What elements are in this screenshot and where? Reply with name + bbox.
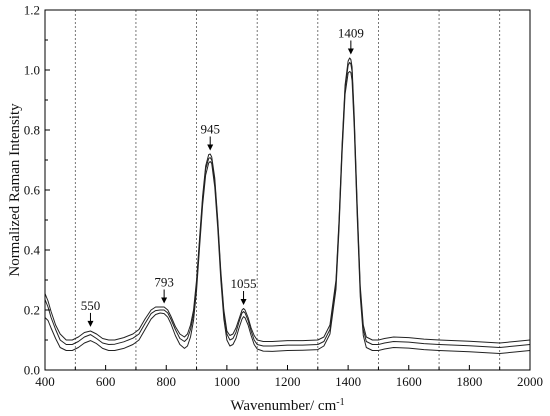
peak-arrow-head-945 (207, 144, 214, 151)
x-tick-label-1600: 1600 (396, 374, 422, 389)
peak-label-1055: 1055 (231, 276, 257, 291)
vertical-gridlines (74, 10, 501, 370)
peak-arrow-head-1409 (347, 48, 354, 55)
x-axis-title: Wavenumber/ cm-1 (230, 397, 344, 415)
y-tick-label-1: 0.2 (24, 303, 40, 318)
x-tick-label-1400: 1400 (335, 374, 361, 389)
peak-annotation-1055: 1055 (231, 276, 257, 305)
x-tick-label-400: 400 (35, 374, 55, 389)
x-tick-label-1000: 1000 (214, 374, 240, 389)
y-tick-label-4: 0.8 (24, 123, 40, 138)
x-tick-label-800: 800 (157, 374, 177, 389)
spectrum-line-1 (44, 57, 531, 344)
y-tick-label-0: 0.0 (24, 363, 40, 378)
y-axis-ticks: 0.0 0.2 0.4 0.6 0.8 1.0 1.2 (24, 3, 50, 378)
spectrum-line-3 (44, 71, 531, 354)
spectrum-line-2 (44, 62, 531, 348)
peak-arrow-head-793 (161, 297, 168, 304)
peak-annotations: 550 793 945 1055 1409 (81, 26, 364, 327)
x-axis-ticks: 400 600 800 1000 1200 1400 1600 1800 2000 (35, 365, 543, 389)
peak-annotation-945: 945 (200, 122, 220, 151)
spectrum-lines (44, 57, 531, 354)
peak-annotation-1409: 1409 (338, 26, 364, 55)
peak-label-793: 793 (154, 275, 174, 290)
y-axis-title: Normalized Raman Intensity (7, 103, 23, 277)
y-tick-label-5: 1.0 (24, 63, 40, 78)
peak-label-1409: 1409 (338, 26, 364, 41)
peak-arrow-head-550 (87, 320, 94, 327)
peak-annotation-793: 793 (154, 275, 174, 304)
x-tick-label-600: 600 (96, 374, 116, 389)
x-tick-label-1800: 1800 (456, 374, 482, 389)
peak-arrow-head-1055 (240, 299, 247, 305)
x-axis-title-superscript: -1 (336, 397, 344, 408)
x-axis-title-text: Wavenumber/ cm (230, 398, 336, 414)
x-tick-label-2000: 2000 (517, 374, 543, 389)
x-tick-label-1200: 1200 (275, 374, 301, 389)
y-tick-label-2: 0.4 (24, 243, 41, 258)
peak-annotation-550: 550 (81, 298, 101, 327)
y-tick-label-6: 1.2 (24, 3, 40, 18)
peak-label-550: 550 (81, 298, 101, 313)
plot-frame (44, 9, 531, 371)
peak-label-945: 945 (200, 122, 220, 137)
y-tick-label-3: 0.6 (24, 183, 41, 198)
